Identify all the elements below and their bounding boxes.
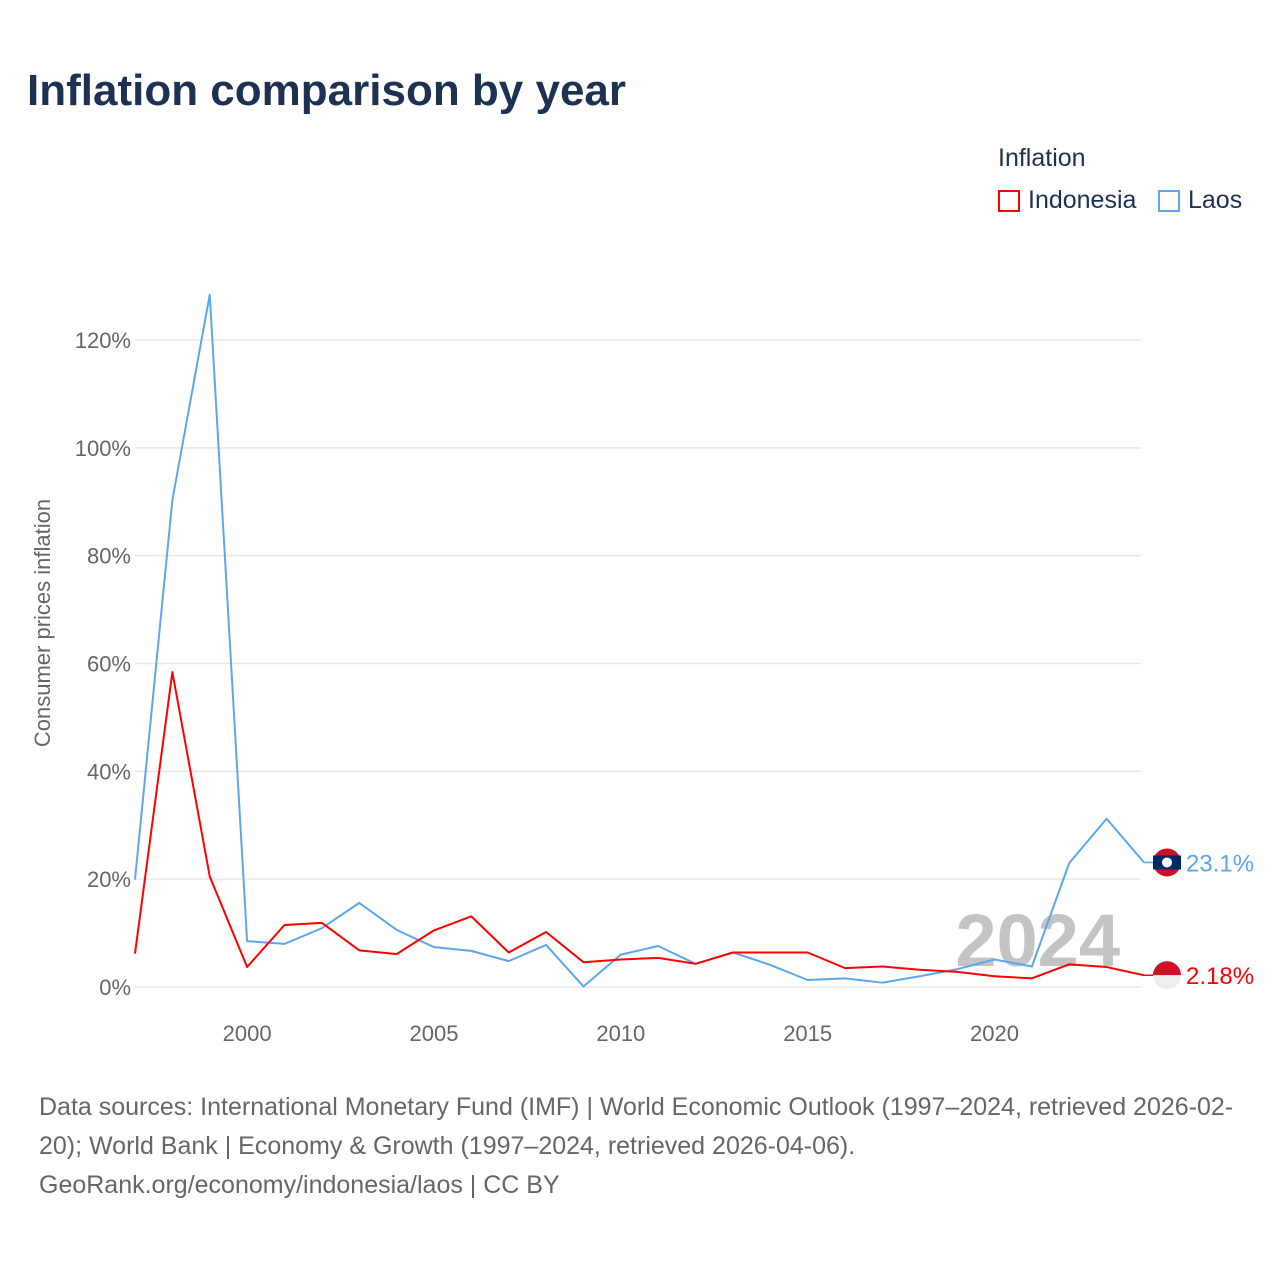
series-line-laos [134,293,1145,988]
y-tick-label: 20% [87,867,131,892]
y-tick-label: 80% [87,544,131,569]
legend-item-indonesia[interactable]: Indonesia [998,186,1136,215]
legend-item-laos[interactable]: Laos [1158,186,1242,215]
end-value-label: 23.1% [1186,850,1254,877]
x-tick-label: 2015 [783,1021,832,1046]
indonesia-flag-icon [1153,961,1181,976]
line-chart: 0% 20% 40% 60% 80% 100% 120% 2000 2005 2010 2015 20… [30,293,1254,1046]
y-tick-label: 0% [99,975,131,1000]
x-tick-label: 2020 [970,1021,1019,1046]
legend-swatch-laos [1158,189,1180,212]
chart-title: Inflation comparison by year [27,66,627,115]
source-url[interactable]: GeoRank.org/economy/indonesia/laos | CC … [39,1171,560,1199]
legend-title: Inflation [998,144,1086,172]
x-tick-label: 2010 [596,1021,645,1046]
end-value-label: 2.18% [1186,963,1254,990]
y-tick-label: 100% [75,436,131,461]
y-tick-label: 60% [87,652,131,677]
x-tick-label: 2005 [409,1021,458,1046]
legend-label: Indonesia [1028,186,1137,214]
y-tick-label: 40% [87,759,131,784]
source-line: Data sources: International Monetary Fun… [39,1093,1234,1160]
y-axis-label: Consumer prices inflation [30,499,55,747]
laos-flag-disc [1162,857,1172,868]
y-tick-label: 120% [75,328,131,353]
year-watermark: 2024 [955,899,1120,982]
series-line-indonesia [134,671,1145,980]
legend-label: Laos [1188,186,1243,214]
indonesia-flag-lower [1153,975,1181,990]
legend-swatch-indonesia [998,189,1020,212]
x-tick-label: 2000 [223,1021,272,1046]
source-note: Data sources: International Monetary Fun… [39,1088,1249,1205]
